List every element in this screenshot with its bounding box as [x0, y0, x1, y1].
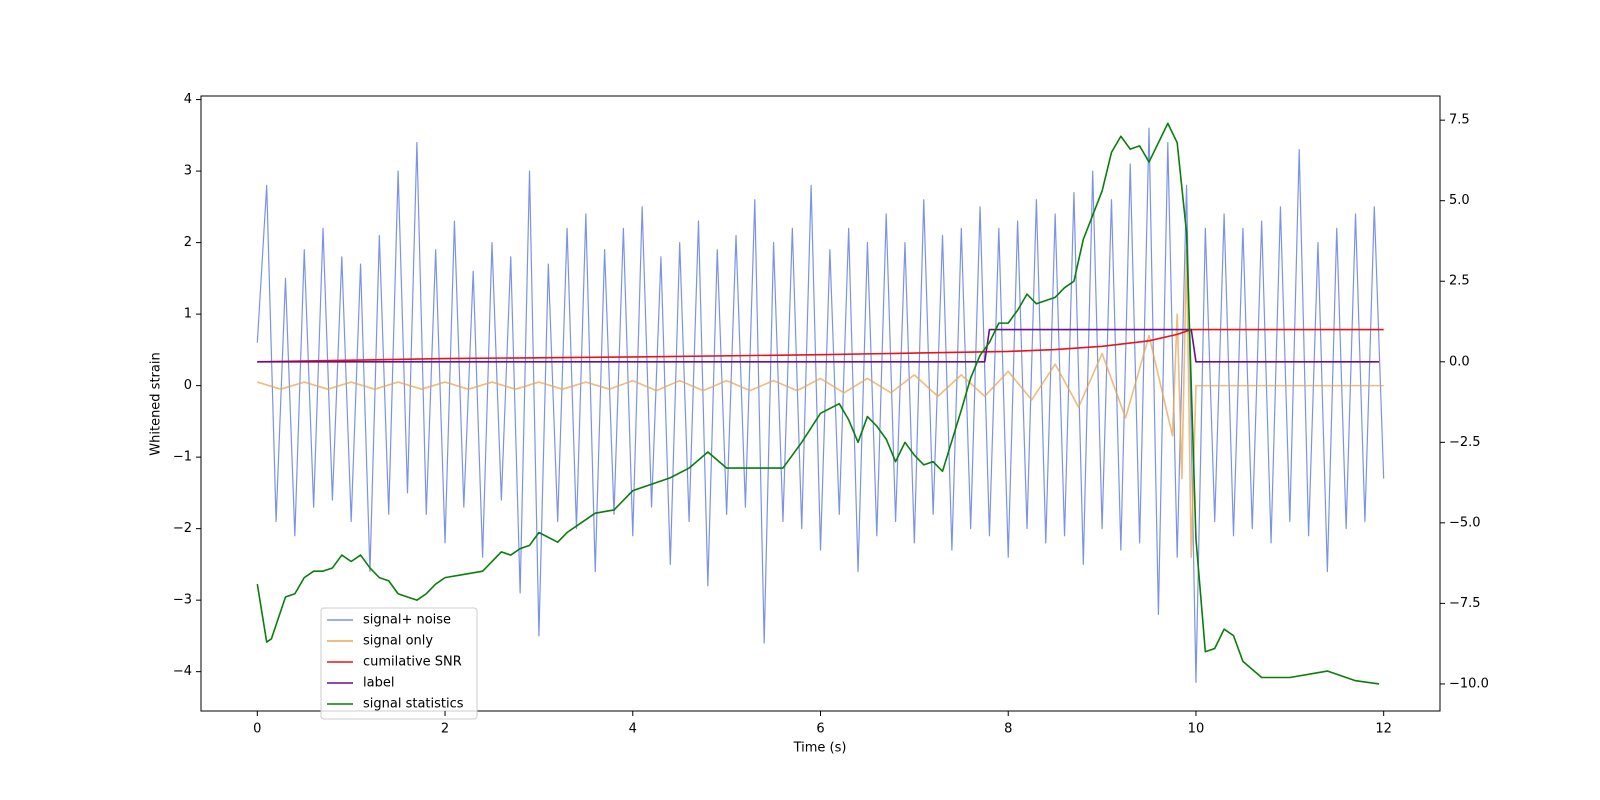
y2-tick-label: −10.0 — [1449, 676, 1489, 691]
x-tick-label: 12 — [1375, 722, 1392, 737]
y-tick-label: 4 — [184, 92, 192, 107]
y-tick-label: −1 — [173, 450, 192, 465]
y2-tick-label: 0.0 — [1449, 354, 1470, 369]
y-tick-label: 3 — [184, 164, 192, 179]
legend-box — [320, 607, 478, 720]
legend-label: label — [363, 676, 394, 691]
series-line — [256, 127, 1385, 683]
y2-tick-label: 7.5 — [1449, 113, 1470, 128]
x-tick-label: 2 — [441, 722, 449, 737]
x-tick-label: 8 — [1004, 722, 1012, 737]
legend-label: signal statistics — [363, 697, 464, 712]
y-tick-label: −4 — [173, 664, 192, 679]
legend-label: signal only — [363, 634, 433, 649]
y-tick-label: 1 — [184, 307, 192, 322]
y-tick-label: −3 — [173, 593, 192, 608]
y-tick-label: 2 — [184, 235, 192, 250]
plot-area — [256, 122, 1385, 685]
y2-tick-label: −7.5 — [1449, 596, 1481, 611]
x-axis-label: Time (s) — [793, 741, 847, 756]
y2-tick-label: 2.5 — [1449, 274, 1470, 289]
y-tick-label: −2 — [173, 521, 192, 536]
legend-label: cumilative SNR — [363, 655, 462, 670]
y2-tick-label: 5.0 — [1449, 193, 1470, 208]
y2-tick-label: −5.0 — [1449, 515, 1481, 530]
legend: signal+ noise signal only cumilative SNR la… — [320, 607, 478, 720]
series-line — [257, 328, 1379, 363]
y-axis-label: Whitened strain — [149, 352, 164, 455]
series-line — [257, 328, 1384, 363]
legend-label: signal+ noise — [363, 613, 451, 628]
x-tick-label: 10 — [1188, 722, 1205, 737]
series-line — [256, 122, 1380, 685]
x-tick-label: 4 — [629, 722, 637, 737]
x-tick-label: 6 — [816, 722, 824, 737]
series-line — [257, 248, 1384, 559]
y2-tick-label: −2.5 — [1449, 435, 1481, 450]
y-tick-label: 0 — [184, 378, 192, 393]
x-tick-label: 0 — [253, 722, 261, 737]
